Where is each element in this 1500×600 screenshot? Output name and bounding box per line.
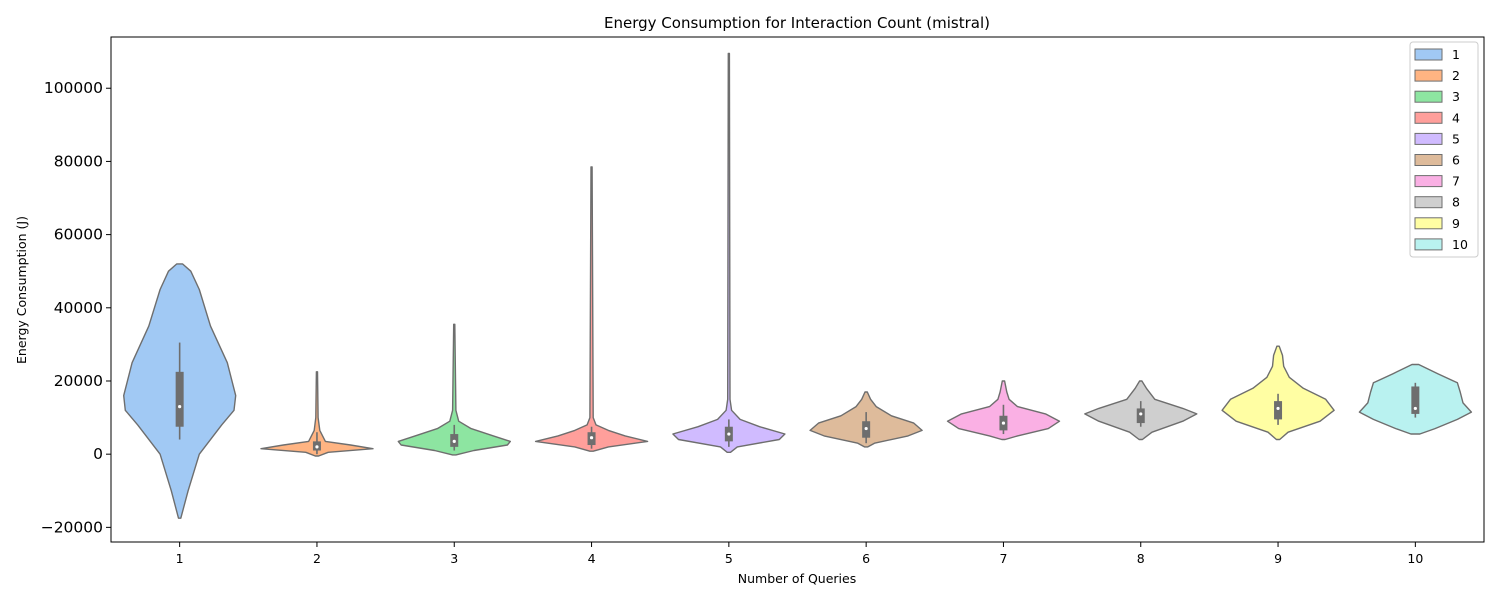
y-tick-label: 60000 — [54, 226, 103, 244]
legend-swatch-2 — [1414, 69, 1443, 82]
x-tick-label: 5 — [725, 551, 733, 566]
legend-label-10: 10 — [1452, 237, 1468, 252]
median-2 — [315, 445, 319, 449]
legend-swatch-10 — [1414, 238, 1443, 251]
legend: 1 2 3 4 5 6 7 8 9 10 — [1409, 41, 1479, 258]
median-5 — [727, 432, 731, 436]
violin-9 — [1221, 345, 1335, 441]
violin-3 — [397, 323, 511, 456]
legend-swatch-9 — [1414, 217, 1443, 230]
median-6 — [864, 426, 868, 431]
x-axis-label: Number of Queries — [738, 571, 856, 586]
legend-swatch-8 — [1414, 196, 1443, 209]
legend-swatch-4 — [1414, 111, 1443, 124]
legend-swatch-3 — [1414, 90, 1443, 103]
legend-swatch-1 — [1414, 48, 1443, 61]
y-tick-label: −20000 — [41, 518, 103, 536]
legend-label-6: 6 — [1452, 153, 1460, 168]
x-tick-label: 9 — [1274, 551, 1282, 566]
x-tick-label: 6 — [862, 551, 870, 566]
legend-label-7: 7 — [1452, 174, 1460, 189]
legend-swatch-5 — [1414, 132, 1443, 145]
legend-swatch-6 — [1414, 154, 1443, 166]
x-tick-label: 2 — [313, 551, 321, 566]
legend-swatch-7 — [1414, 175, 1443, 188]
y-tick-label: 0 — [93, 445, 103, 463]
box-8 — [1136, 408, 1145, 424]
median-1 — [178, 405, 182, 409]
legend-label-4: 4 — [1452, 110, 1460, 125]
y-axis-label: Energy Consumption (J) — [14, 216, 29, 364]
y-tick-label: 20000 — [54, 372, 103, 390]
legend-label-5: 5 — [1452, 131, 1460, 146]
legend-label-9: 9 — [1452, 216, 1460, 231]
y-tick-label: 80000 — [54, 152, 103, 170]
median-3 — [452, 439, 456, 443]
violin-2 — [260, 371, 374, 457]
x-tick-label: 1 — [176, 551, 184, 566]
y-tick-label: 100000 — [44, 79, 103, 97]
median-4 — [589, 436, 594, 440]
violin-5 — [672, 52, 786, 453]
x-tick-label: 4 — [588, 551, 596, 566]
legend-label-1: 1 — [1452, 47, 1460, 62]
box-10 — [1411, 386, 1420, 414]
x-tick-label: 10 — [1407, 551, 1423, 566]
legend-label-8: 8 — [1452, 195, 1460, 210]
x-tick-label: 7 — [999, 551, 1007, 566]
x-tick-label: 8 — [1137, 551, 1145, 566]
plot-frame — [110, 36, 1485, 543]
y-tick-label: 40000 — [54, 299, 103, 317]
median-8 — [1139, 412, 1143, 416]
median-9 — [1276, 406, 1280, 411]
median-10 — [1413, 406, 1417, 411]
legend-label-2: 2 — [1452, 68, 1460, 83]
box-1 — [175, 371, 184, 427]
box-9 — [1274, 401, 1283, 420]
plot-area: −20000 0 20000 40000 60000 80000 100000 1 2 3 4 5 6 7… — [41, 36, 1485, 566]
x-tick-label: 3 — [450, 551, 458, 566]
legend-label-3: 3 — [1452, 89, 1460, 104]
median-7 — [1001, 421, 1006, 425]
chart-title: Energy Consumption for Interaction Count… — [604, 14, 990, 32]
violin-4 — [534, 166, 649, 452]
